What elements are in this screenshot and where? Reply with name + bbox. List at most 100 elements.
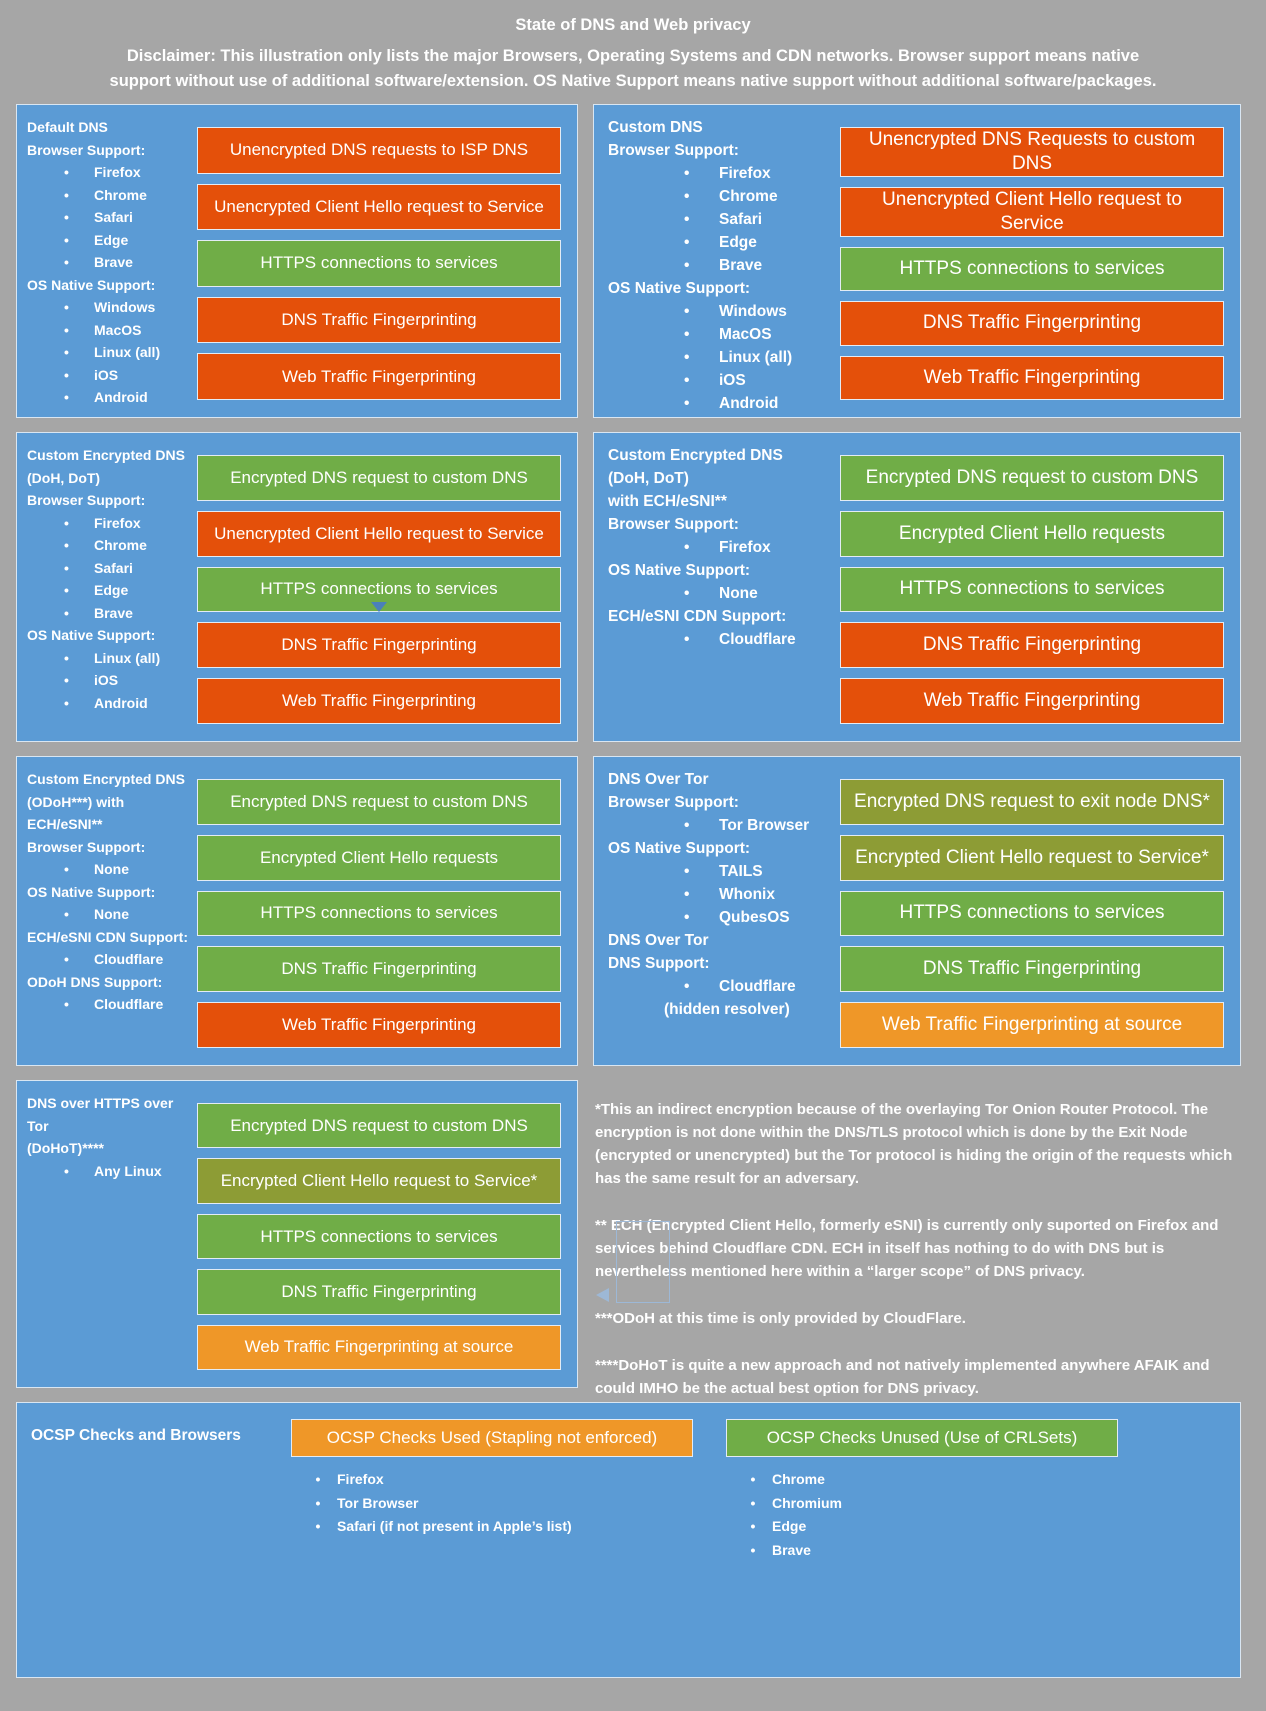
footnote: ****DoHoT is quite a new approach and no… (595, 1357, 1210, 1397)
bullet-label: Android (94, 389, 148, 405)
callout-connector-box (616, 1221, 670, 1303)
panel-grid: Default DNS Browser Support: • Firefox • Chro… (16, 104, 1241, 1678)
bullet-item: • Brave (17, 602, 197, 625)
page-header: State of DNS and Web privacy Disclaimer:… (0, 0, 1266, 94)
panel-label-column: Custom Encrypted DNS (DoH, DoT) with ECH/e… (594, 433, 840, 741)
status-bar-bad: Unencrypted Client Hello request to Serv… (197, 510, 561, 557)
footnotes-section: *This an indirect encryption because of … (593, 1080, 1241, 1397)
bullet-label: Chrome (94, 537, 147, 553)
bullet-dot: • (64, 321, 69, 338)
bullet-item: • Edge (17, 579, 197, 602)
bullet-item: • Firefox (17, 161, 197, 184)
bullet-item: • MacOS (594, 323, 840, 346)
bullet-label: Chrome (719, 188, 778, 205)
bullet-dot: • (684, 188, 690, 205)
bullet-label: Cloudflare (94, 996, 164, 1012)
panel-default-dns: Default DNS Browser Support: • Firefox • Chro… (16, 104, 578, 418)
bullet-label: MacOS (719, 326, 772, 343)
panel-custom-encrypted-dns-doh-dot: Custom Encrypted DNS (DoH, DoT) Browser Su… (16, 432, 578, 742)
bullet-item: • Tor Browser (594, 814, 840, 837)
status-bar-good: DNS Traffic Fingerprinting (197, 946, 561, 993)
bullet-label: Any Linux (94, 1162, 162, 1179)
status-bar-bad: Web Traffic Fingerprinting (197, 1002, 561, 1048)
bullet-dot: • (684, 886, 690, 903)
bullet-label: None (94, 861, 129, 877)
status-bar-good: Encrypted Client Hello requests (840, 510, 1224, 557)
bullet-label: Cloudflare (719, 631, 796, 648)
panel-heading-line: OS Native Support: (27, 276, 156, 293)
bullet-item: • Firefox (594, 536, 840, 559)
pointer-triangle-decoration (371, 602, 387, 612)
bullet-item: • Edge (594, 231, 840, 254)
bullet-item: • Firefox (17, 512, 197, 535)
status-bar-warn: Web Traffic Fingerprinting at source (840, 1002, 1224, 1048)
bullet-label: Brave (94, 254, 133, 270)
panel-heading-line: Browser Support: (27, 141, 146, 158)
bullet-item: • Brave (17, 251, 197, 274)
status-bar-bad: Web Traffic Fingerprinting (840, 678, 1224, 724)
panel-heading-line: Custom DNS (608, 119, 703, 136)
panel-heading-line: (ODoH***) with (27, 793, 125, 810)
ocsp-group-used: OCSP Checks Used (Stapling not enforced)… (291, 1419, 693, 1562)
bullet-label: Cloudflare (719, 978, 796, 995)
bullet-item: • iOS (17, 364, 197, 387)
bullet-label: Linux (all) (94, 649, 161, 666)
bullet-dot: • (64, 951, 69, 967)
bullet-label: Whonix (719, 886, 775, 903)
ocsp-groups: OCSP Checks Used (Stapling not enforced)… (291, 1419, 1118, 1562)
panel-custom-encrypted-dns-odoh: Custom Encrypted DNS (ODoH***) with ECH/eS… (16, 756, 578, 1066)
bullet-dot: • (64, 164, 69, 180)
bullet-item: • Cloudflare (17, 948, 197, 971)
status-bar-bad: Unencrypted DNS Requests to custom DNS (840, 127, 1224, 177)
bullet-dot: • (64, 366, 69, 383)
bullet-dot: • (315, 1494, 321, 1511)
bullet-item: • Safari (17, 557, 197, 580)
bullet-item: • None (594, 582, 840, 605)
bullet-dot: • (684, 234, 690, 251)
status-bar-good: HTTPS connections to services (197, 1213, 561, 1260)
bullet-item: • Safari (17, 206, 197, 229)
panel-status-bars: Encrypted DNS request to custom DNS Encry… (840, 433, 1240, 741)
bullet-label: Safari (if not present in Apple’s list) (337, 1518, 572, 1534)
panel-label-column: DNS over HTTPS over Tor (DoHoT)**** • Any L… (17, 1081, 197, 1387)
panel-heading-line: DNS Over Tor (608, 771, 709, 788)
bullet-dot: • (64, 996, 69, 1012)
panel-heading-line: Custom Encrypted DNS (608, 447, 783, 464)
bullet-item: • Brave (726, 1539, 1118, 1563)
bullet-item: • Android (17, 692, 197, 715)
panel-heading-line: DNS Over Tor (608, 932, 709, 949)
panel-heading-line: Browser Support: (608, 516, 739, 533)
status-bar-indirect: Encrypted Client Hello request to Servic… (197, 1158, 561, 1204)
panel-label-column: Custom Encrypted DNS (ODoH***) with ECH/eS… (17, 757, 197, 1065)
bullet-label: Android (94, 694, 148, 711)
bullet-label: Edge (719, 234, 757, 251)
bullet-label: Windows (94, 299, 156, 315)
panel-heading-line: DNS over HTTPS over Tor (27, 1095, 174, 1134)
bullet-label: iOS (94, 366, 119, 383)
bullet-label: QubesOS (719, 909, 790, 926)
ocsp-unused-header: OCSP Checks Unused (Use of CRLSets) (726, 1419, 1118, 1457)
status-bar-good: HTTPS connections to services (197, 240, 561, 287)
bullet-label: Windows (719, 303, 787, 320)
bullet-label: Firefox (719, 165, 771, 182)
bullet-dot: • (684, 395, 690, 412)
bullet-dot: • (64, 254, 69, 270)
panel-heading-line: (DoH, DoT) (27, 469, 101, 486)
bullet-label: Edge (772, 1518, 807, 1534)
status-bar-good: Encrypted DNS request to custom DNS (840, 455, 1224, 501)
bullet-label: Chrome (772, 1471, 825, 1487)
callout-connector-arrow (596, 1288, 609, 1302)
bullet-dot: • (64, 559, 69, 576)
bullet-item: • Chrome (726, 1468, 1118, 1492)
bullet-dot: • (750, 1541, 756, 1558)
disclaimer-text: Disclaimer: This illustration only lists… (109, 47, 1157, 90)
bullet-item: • Cloudflare (17, 993, 197, 1016)
bullet-item: • Firefox (291, 1468, 693, 1492)
status-bar-good: Encrypted DNS request to custom DNS (197, 779, 561, 825)
panel-heading-line: OS Native Support: (608, 840, 751, 857)
bullet-dot: • (64, 649, 69, 666)
status-bar-good: HTTPS connections to services (840, 247, 1224, 292)
bullet-dot: • (64, 389, 69, 405)
bullet-label: Firefox (337, 1471, 384, 1487)
footnote: ***ODoH at this time is only provided by… (595, 1310, 966, 1327)
